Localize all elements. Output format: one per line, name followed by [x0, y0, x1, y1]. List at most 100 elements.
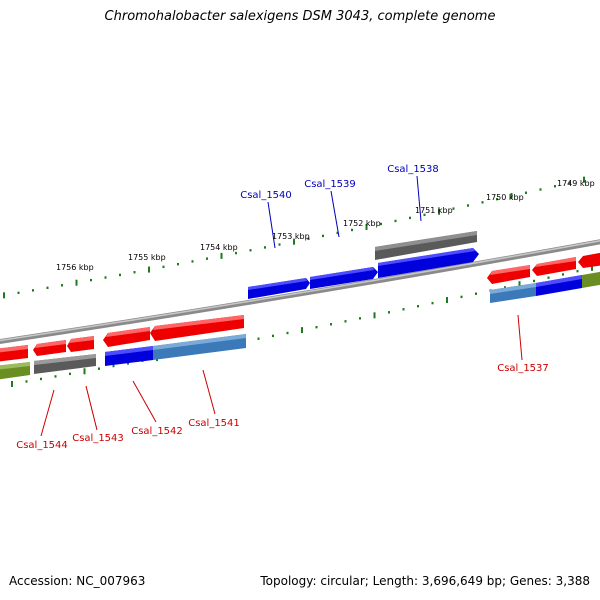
scale-tick [83, 368, 86, 375]
scale-tick [373, 312, 376, 319]
gene-label: Csal_1544 [16, 440, 68, 451]
gene-arrow [487, 265, 530, 284]
scale-tick [307, 237, 310, 240]
scale-tick [402, 308, 405, 311]
scale-label: 1751 kbp [415, 206, 453, 215]
gene-label: Csal_1543 [72, 433, 124, 444]
gene-arrow [378, 248, 479, 278]
scale-tick [46, 286, 49, 290]
gene-arrow [150, 315, 244, 341]
gene-arrow [582, 271, 600, 288]
gene-arrow [248, 278, 310, 299]
scale-tick [191, 260, 194, 263]
label-leader-line [267, 201, 276, 249]
scale-label: 1749 kbp [557, 179, 595, 188]
scale-label: 1750 kbp [486, 193, 524, 202]
scale-tick [394, 219, 397, 223]
scale-tick [496, 197, 498, 201]
scale-tick [315, 325, 318, 329]
scale-tick [568, 181, 571, 185]
scale-label: 1753 kbp [272, 232, 310, 241]
scale-tick [119, 273, 121, 277]
scale-tick [330, 323, 332, 326]
scale-tick [286, 331, 289, 335]
scale-tick [504, 286, 506, 289]
label-leader-line [330, 190, 340, 238]
scale-labels: 1749 kbp 1750 kbp 1751 kbp 1752 kbp 1753… [56, 179, 595, 272]
scale-tick [467, 204, 469, 207]
gene-arrow [310, 267, 378, 289]
gene-arrow [34, 354, 96, 374]
label-leader-line [202, 369, 216, 415]
scale-tick [61, 284, 63, 287]
scale-tick [554, 185, 556, 188]
label-leader-line [517, 314, 523, 361]
scale-tick [539, 188, 542, 191]
scale-tick [431, 301, 434, 305]
scale-tick [272, 334, 274, 338]
label-leader-line [132, 380, 157, 423]
scale-tick [475, 292, 477, 295]
scale-ticks-top [3, 176, 585, 299]
label-leader-line [40, 389, 55, 437]
scale-tick [3, 292, 5, 299]
scale-tick [359, 317, 361, 320]
gene-arrow [67, 336, 94, 352]
scale-label: 1756 kbp [56, 263, 94, 272]
gene-arrow [153, 334, 246, 360]
gene-label: Csal_1539 [304, 179, 356, 190]
scale-tick [206, 257, 208, 260]
label-leader-line [416, 175, 422, 222]
gene-arrow [105, 346, 153, 366]
accession-text: Accession: NC_007963 [9, 574, 146, 588]
map-title: Chromohalobacter salexigens DSM 3043, co… [104, 9, 496, 24]
scale-label: 1755 kbp [128, 253, 166, 262]
scale-tick [380, 222, 382, 226]
scale-tick [388, 311, 390, 314]
scale-tick [25, 380, 28, 383]
gene-arrow [0, 345, 28, 362]
gene-arrow [578, 252, 600, 268]
scale-tick [90, 278, 92, 282]
scale-tick [235, 251, 237, 255]
scale-tick [576, 269, 579, 273]
scale-tick [351, 228, 353, 232]
gene-arrow [0, 362, 30, 380]
scale-tick [278, 243, 281, 246]
scale-tick [69, 372, 71, 376]
genome-backbone-highlight [0, 240, 600, 342]
scale-tick [452, 207, 455, 210]
scale-tick [562, 273, 564, 276]
scale-tick [257, 337, 260, 340]
scale-tick [301, 327, 303, 334]
scale-tick [518, 281, 521, 288]
scale-tick [460, 295, 463, 299]
scale-tick [104, 276, 107, 279]
scale-tick [133, 271, 136, 274]
scale-tick [481, 201, 484, 204]
scale-tick [293, 238, 295, 245]
gene-label: Csal_1537 [497, 363, 549, 374]
scale-tick [162, 265, 165, 269]
gene-arrow [375, 231, 477, 260]
gene-label: Csal_1542 [131, 426, 183, 437]
scale-tick [409, 216, 411, 220]
gene-arrow [536, 275, 582, 296]
scale-tick [177, 262, 179, 266]
scale-tick [336, 231, 339, 235]
gene-label: Csal_1538 [387, 164, 439, 175]
gene-arrow [103, 327, 150, 347]
scale-tick [112, 364, 115, 368]
scale-tick [17, 291, 20, 295]
scale-tick [32, 289, 34, 292]
gene-arrow [532, 257, 576, 276]
genome-backbone [0, 239, 600, 345]
scale-tick [344, 320, 347, 323]
scale-tick [322, 234, 324, 238]
scale-tick [417, 305, 419, 308]
scale-tick [40, 377, 42, 381]
gene-arrow [490, 283, 536, 303]
scale-label: 1752 kbp [343, 219, 381, 228]
